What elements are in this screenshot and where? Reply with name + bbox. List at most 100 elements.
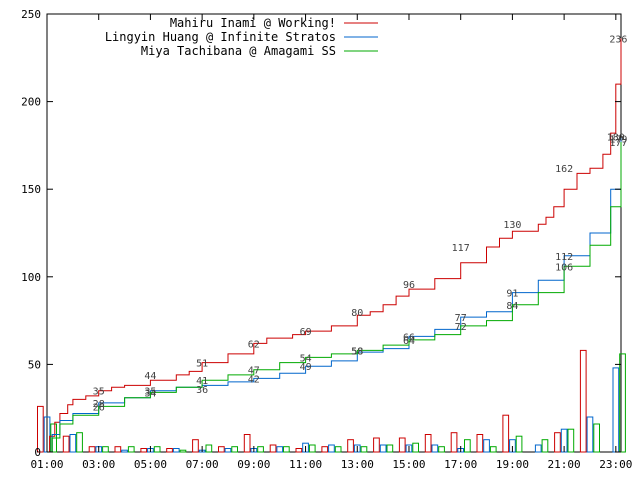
legend-entry-label: Mahiru Inami @ Working! xyxy=(170,16,336,30)
legend: Mahiru Inami @ Working!Lingyin Huang @ I… xyxy=(105,16,378,58)
hourly-bar xyxy=(619,353,626,453)
data-label: 77 xyxy=(455,313,467,324)
data-label: 106 xyxy=(555,262,573,273)
x-tick-label: 23:00 xyxy=(599,458,632,471)
data-label: 47 xyxy=(248,366,260,377)
hourly-bar xyxy=(483,439,490,453)
hourly-bar xyxy=(515,435,523,453)
data-label: 54 xyxy=(300,353,312,364)
data-label: 34 xyxy=(144,388,156,399)
data-label: 72 xyxy=(455,322,467,333)
hourly-bar xyxy=(172,448,180,453)
hourly-bar xyxy=(489,446,497,453)
x-tick-label: 21:00 xyxy=(548,458,581,471)
hourly-bar xyxy=(379,444,387,453)
legend-entry-label: Lingyin Huang @ Infinite Stratos xyxy=(105,30,336,44)
x-tick-label: 07:00 xyxy=(186,458,219,471)
data-label: 69 xyxy=(300,327,312,338)
hourly-bar xyxy=(218,446,225,453)
x-tick-label: 11:00 xyxy=(289,458,322,471)
data-label: 96 xyxy=(403,280,415,291)
hourly-bar xyxy=(114,446,122,453)
y-tick-label: 50 xyxy=(28,358,41,371)
hourly-bar xyxy=(37,405,44,453)
hourly-bar xyxy=(431,444,439,453)
hourly-bar xyxy=(438,446,445,453)
hourly-bar xyxy=(612,367,620,453)
x-tick-label: 19:00 xyxy=(496,458,529,471)
data-label: 62 xyxy=(248,339,260,350)
hourly-bar xyxy=(586,416,594,453)
data-label: 130 xyxy=(503,220,521,231)
data-label: 51 xyxy=(196,359,208,370)
data-label: 236 xyxy=(609,35,627,46)
cumulative-line xyxy=(47,38,622,453)
hourly-bar xyxy=(276,446,284,453)
data-label: 80 xyxy=(351,308,363,319)
data-label: 64 xyxy=(403,336,415,347)
hourly-bar xyxy=(166,448,173,453)
data-label: 26 xyxy=(93,402,105,413)
hourly-bar xyxy=(567,428,575,453)
hourly-bar xyxy=(269,444,277,453)
data-label: 28 xyxy=(93,399,105,410)
x-tick-label: 05:00 xyxy=(134,458,167,471)
hourly-bar xyxy=(424,434,432,453)
cumulative-line xyxy=(47,138,622,453)
hourly-bar xyxy=(121,449,128,453)
hourly-bar xyxy=(534,444,542,453)
y-tick-label: 250 xyxy=(21,8,41,21)
hourly-bar xyxy=(62,435,70,453)
hourly-bar xyxy=(127,446,135,453)
hourly-bar xyxy=(295,448,303,453)
y-tick-label: 150 xyxy=(21,183,41,196)
hourly-bar xyxy=(231,446,239,453)
hourly-bar xyxy=(541,439,549,453)
legend-entry-label: Miya Tachibana @ Amagami SS xyxy=(141,44,336,58)
axes-layer: 0 50 100 150 200 250 01:00 03:00 05:00 07:00 09:00… xyxy=(21,8,632,471)
hourly-bar xyxy=(334,446,342,453)
hourly-bar xyxy=(373,437,380,453)
hourly-bar xyxy=(464,439,471,453)
data-label: 35 xyxy=(144,387,156,398)
x-tick-label: 03:00 xyxy=(82,458,115,471)
data-label: 42 xyxy=(248,374,260,385)
hourly-bar xyxy=(328,444,335,453)
hourly-bar xyxy=(192,439,199,453)
hourly-bar xyxy=(140,448,148,453)
hourly-bar xyxy=(88,446,96,453)
x-tick-label: 13:00 xyxy=(341,458,374,471)
hourly-bar xyxy=(476,434,484,453)
data-label: 91 xyxy=(506,289,518,300)
hourly-bar xyxy=(243,434,251,453)
hourly-bar xyxy=(205,444,213,453)
hourly-bar xyxy=(502,414,510,453)
hourly-bar xyxy=(153,446,161,453)
hourly-bar xyxy=(398,437,406,453)
hourly-bar xyxy=(347,439,354,453)
plot-frame xyxy=(46,13,622,453)
hourly-bar xyxy=(360,446,368,453)
cumulative-line xyxy=(47,141,622,453)
hourly-bar xyxy=(257,446,264,453)
data-label: 117 xyxy=(452,243,470,254)
hourly-bar xyxy=(179,449,187,453)
hourly-bar xyxy=(283,446,290,453)
data-label: 179 xyxy=(609,134,627,145)
hourly-bar xyxy=(450,432,458,453)
hourly-bar xyxy=(321,446,329,453)
x-tick-label: 17:00 xyxy=(444,458,477,471)
data-label: 41 xyxy=(196,376,208,387)
data-label: 66 xyxy=(403,332,415,343)
data-label: 58 xyxy=(351,346,363,357)
x-tick-label: 01:00 xyxy=(30,458,63,471)
x-tick-label: 09:00 xyxy=(237,458,270,471)
data-label: 162 xyxy=(555,164,573,175)
data-label: 36 xyxy=(196,385,208,396)
y-tick-label: 100 xyxy=(21,271,41,284)
hourly-bar xyxy=(386,444,394,453)
data-label: 35 xyxy=(93,387,105,398)
